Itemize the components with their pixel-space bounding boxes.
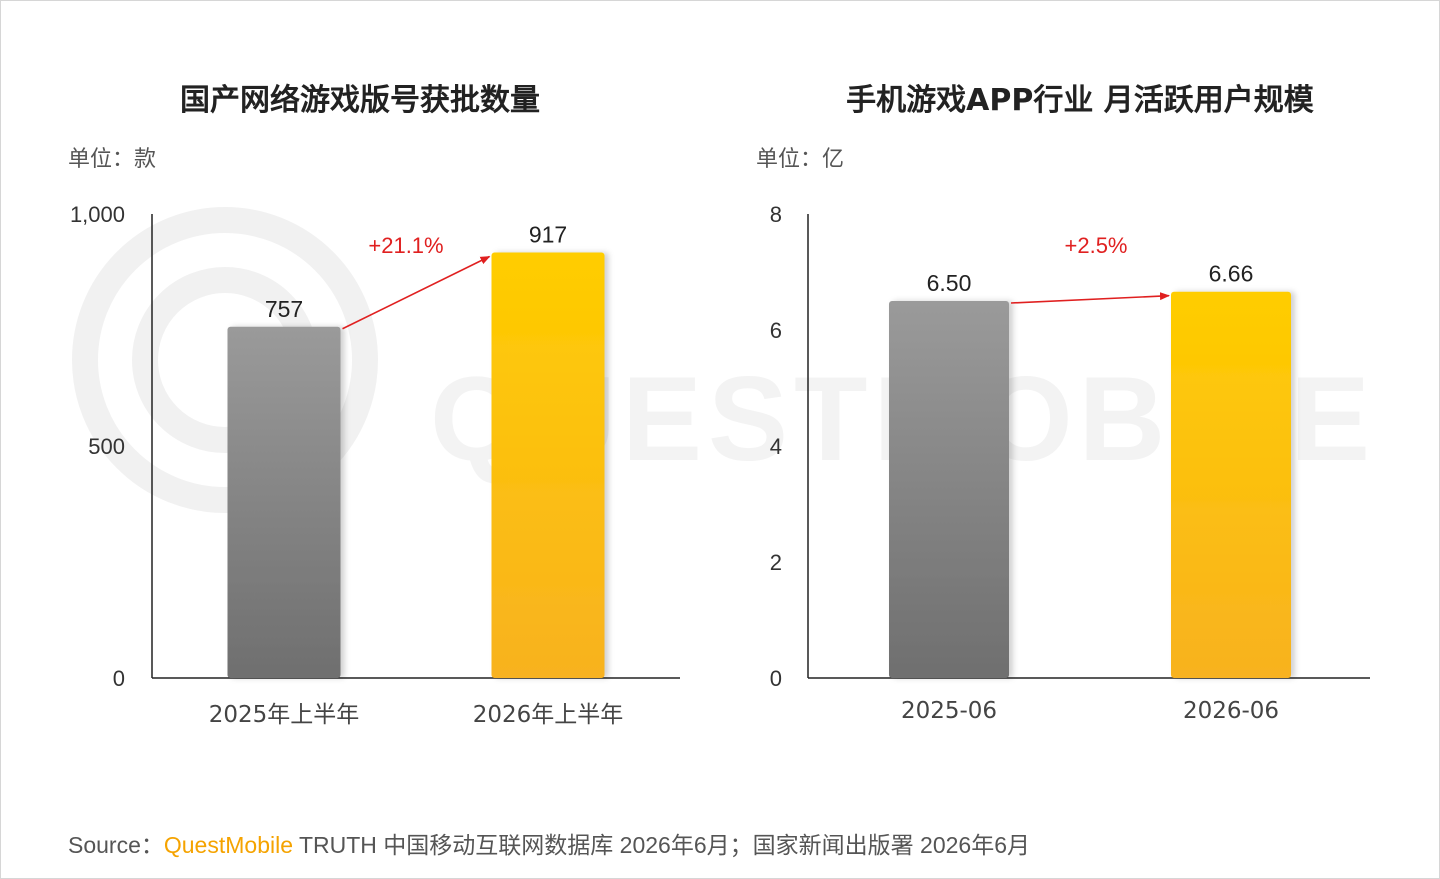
chart-title: 手机游戏APP行业 月活跃用户规模 <box>846 83 1314 118</box>
x-category-label: 2026年上半年 <box>473 702 624 728</box>
chart-title: 国产网络游戏版号获批数量 <box>180 83 540 118</box>
y-tick-label: 1,000 <box>70 202 125 227</box>
unit-label: 单位：亿 <box>756 147 844 172</box>
chart-mobile-game-mau: 手机游戏APP行业 月活跃用户规模 单位：亿 0 2 4 6 8 6.50 2025-06 6… <box>756 83 1370 724</box>
y-tick-label: 6 <box>770 318 782 343</box>
x-category-label: 2026-06 <box>1183 698 1279 724</box>
unit-label: 单位：款 <box>68 147 156 172</box>
y-tick-label: 8 <box>770 202 782 227</box>
x-category-label: 2025年上半年 <box>209 702 360 728</box>
y-tick-label: 2 <box>770 550 782 575</box>
source-note: Source：QuestMobile TRUTH 中国移动互联网数据库 2026… <box>68 826 1030 860</box>
data-label: 6.66 <box>1209 261 1254 287</box>
y-tick-label: 4 <box>770 434 782 459</box>
source-prefix: Source： <box>68 832 164 858</box>
growth-label: +2.5% <box>1065 233 1128 258</box>
source-text: TRUTH 中国移动互联网数据库 2026年6月；国家新闻出版署 2026年6月 <box>293 832 1030 858</box>
bar <box>491 252 605 678</box>
bar <box>1171 291 1291 678</box>
y-tick-label: 500 <box>88 434 125 459</box>
bar <box>227 326 341 678</box>
data-label: 6.50 <box>927 270 972 296</box>
growth-label: +21.1% <box>368 233 443 258</box>
chart-license-approvals: 国产网络游戏版号获批数量 单位：款 0 500 1,000 757 2025年上半年 91… <box>68 83 680 728</box>
data-label: 917 <box>529 222 567 248</box>
y-tick-label: 0 <box>770 666 782 691</box>
data-label: 757 <box>265 296 303 322</box>
growth-arrow <box>1010 292 1170 304</box>
bar <box>889 301 1009 678</box>
y-tick-label: 0 <box>113 666 125 691</box>
source-brand: QuestMobile <box>163 832 293 858</box>
x-category-label: 2025-06 <box>901 698 997 724</box>
growth-arrow <box>342 255 491 330</box>
